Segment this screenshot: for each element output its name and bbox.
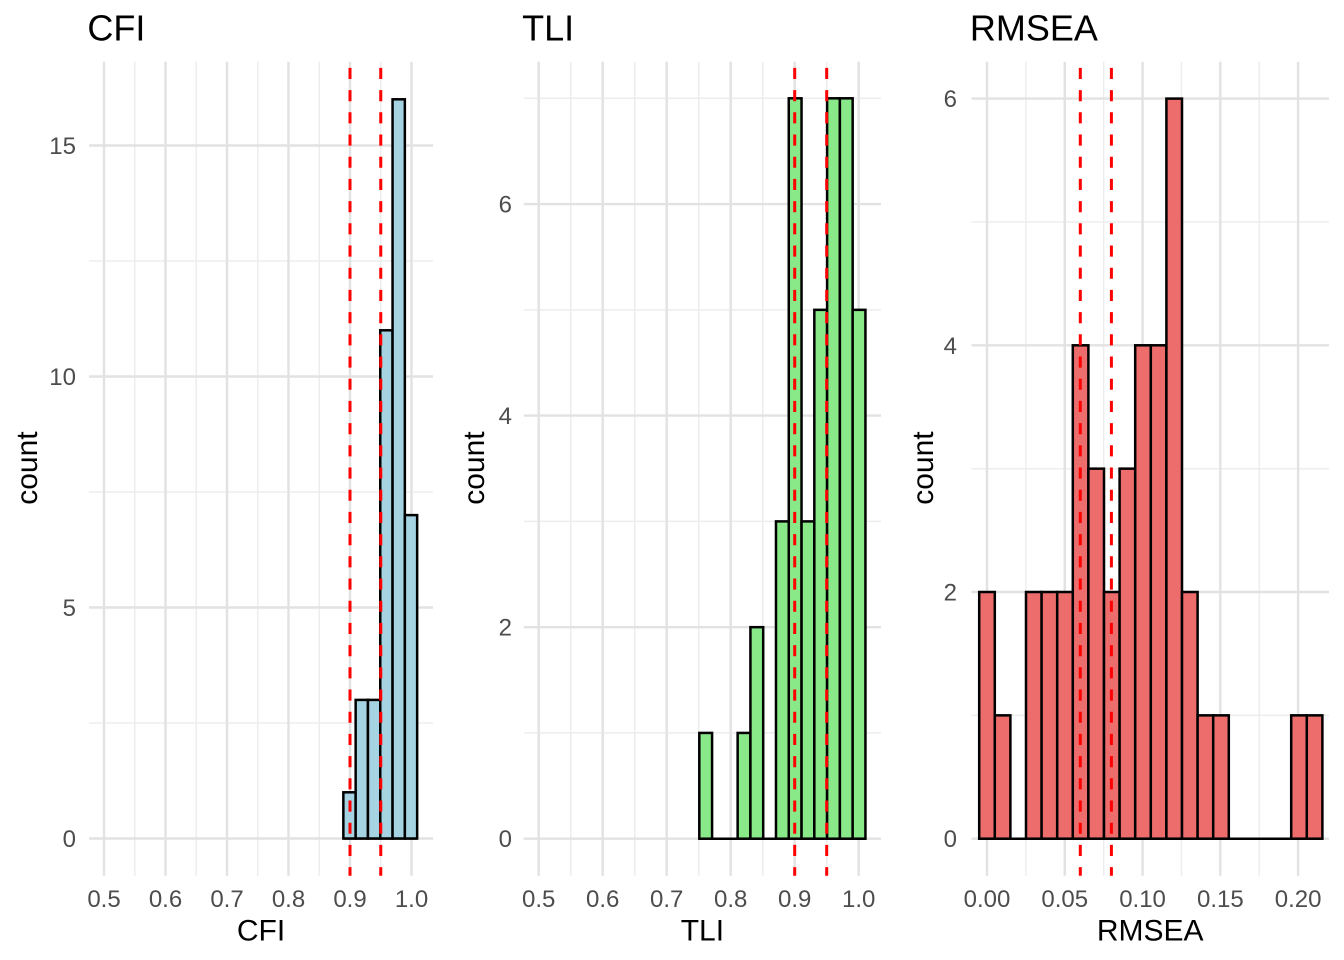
svg-text:15: 15: [49, 133, 76, 160]
svg-text:CFI: CFI: [237, 914, 285, 947]
svg-text:count: count: [458, 431, 491, 505]
svg-text:TLI: TLI: [522, 8, 574, 49]
svg-text:0.00: 0.00: [964, 886, 1011, 913]
svg-text:4: 4: [944, 333, 957, 360]
svg-text:4: 4: [499, 403, 512, 430]
svg-text:0.6: 0.6: [586, 886, 619, 913]
svg-text:0.9: 0.9: [778, 886, 811, 913]
svg-text:0.05: 0.05: [1041, 886, 1088, 913]
svg-text:0.5: 0.5: [522, 886, 555, 913]
svg-text:RMSEA: RMSEA: [1097, 914, 1204, 947]
svg-text:10: 10: [49, 364, 76, 391]
svg-text:5: 5: [63, 595, 76, 622]
svg-text:6: 6: [944, 86, 957, 113]
svg-text:2: 2: [499, 615, 512, 642]
svg-text:0: 0: [499, 826, 512, 853]
svg-text:0.20: 0.20: [1275, 886, 1322, 913]
svg-text:2: 2: [944, 580, 957, 607]
svg-text:0.10: 0.10: [1119, 886, 1166, 913]
svg-text:count: count: [907, 431, 940, 505]
svg-text:0.8: 0.8: [714, 886, 747, 913]
svg-text:0.9: 0.9: [333, 886, 366, 913]
svg-text:TLI: TLI: [681, 914, 724, 947]
svg-text:6: 6: [499, 192, 512, 219]
svg-text:1.0: 1.0: [395, 886, 428, 913]
svg-text:1.0: 1.0: [842, 886, 875, 913]
svg-text:0: 0: [63, 826, 76, 853]
svg-text:count: count: [11, 431, 44, 505]
svg-text:0.15: 0.15: [1197, 886, 1244, 913]
svg-text:0.7: 0.7: [210, 886, 243, 913]
svg-text:0.8: 0.8: [272, 886, 305, 913]
svg-text:0.7: 0.7: [650, 886, 683, 913]
svg-text:RMSEA: RMSEA: [970, 8, 1098, 49]
svg-text:0.6: 0.6: [149, 886, 182, 913]
svg-text:CFI: CFI: [87, 8, 145, 49]
svg-text:0: 0: [944, 826, 957, 853]
svg-text:0.5: 0.5: [87, 886, 120, 913]
